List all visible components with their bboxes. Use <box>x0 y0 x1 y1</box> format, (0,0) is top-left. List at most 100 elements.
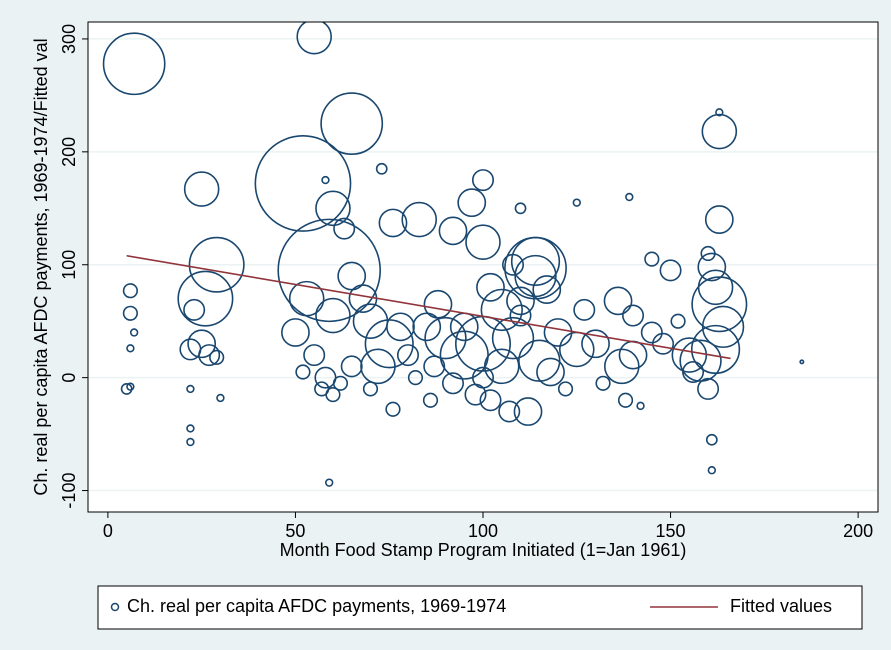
bubble <box>424 316 467 360</box>
bubble <box>572 198 581 207</box>
bubble <box>126 382 135 391</box>
bubble <box>378 208 408 238</box>
marks <box>102 18 805 487</box>
bubble <box>423 355 446 378</box>
bubble <box>321 175 330 185</box>
bubble <box>385 401 401 417</box>
bubble <box>325 478 334 487</box>
bubble <box>352 303 389 339</box>
bubble <box>715 108 724 117</box>
x-axis-title: Month Food Stamp Program Initiated (1=Ja… <box>280 540 687 560</box>
bubble <box>700 245 716 262</box>
bubble <box>396 344 419 367</box>
bubble <box>479 389 502 412</box>
bubble <box>295 364 311 380</box>
bubble <box>682 360 705 383</box>
bubble <box>254 135 352 232</box>
bubble <box>457 188 487 218</box>
bubble <box>701 113 738 150</box>
bubble <box>705 433 718 446</box>
bubble <box>209 349 225 365</box>
bubble <box>498 400 521 423</box>
bubble <box>532 275 562 304</box>
bubble <box>622 304 645 327</box>
bubble <box>509 304 532 327</box>
bubble <box>617 392 634 408</box>
bubble <box>697 252 727 282</box>
bubble <box>670 313 686 329</box>
bubble <box>177 270 234 327</box>
bubble <box>652 332 675 355</box>
bubble <box>491 316 535 360</box>
bubble <box>122 305 138 321</box>
bubble <box>186 437 195 447</box>
bubble <box>407 370 424 386</box>
y-tick-label: 300 <box>59 24 79 54</box>
bubble <box>697 269 734 306</box>
legend <box>97 585 863 630</box>
bubble <box>401 201 438 238</box>
bubble <box>183 171 220 207</box>
bubble <box>518 339 561 382</box>
bubble <box>557 381 574 397</box>
bubble <box>690 324 741 375</box>
plot-area <box>88 22 878 512</box>
bubble <box>581 329 610 359</box>
top-band <box>0 0 891 22</box>
bubble <box>281 318 310 347</box>
bubble <box>704 205 734 234</box>
bubble <box>122 283 138 299</box>
bubble <box>375 162 388 175</box>
bubble <box>186 424 195 433</box>
x-tick-label: 150 <box>656 521 686 541</box>
bubble <box>362 381 379 397</box>
bubble <box>188 236 245 293</box>
legend-label: Fitted values <box>730 596 832 616</box>
axes: -100 0 100 200 300 0 50 100 150 200 <box>59 24 873 541</box>
grid <box>88 38 878 492</box>
bubble <box>506 286 535 316</box>
bubble <box>502 253 525 276</box>
y-tick-label: 0 <box>59 373 79 383</box>
x-tick-label: 200 <box>843 521 873 541</box>
bubble <box>471 169 494 192</box>
bubble <box>441 372 464 395</box>
bubble <box>315 190 351 227</box>
bubble <box>126 344 135 353</box>
bubble <box>691 276 748 333</box>
bubble <box>603 286 633 316</box>
y-tick-label: -100 <box>59 473 79 509</box>
bubble <box>360 348 396 385</box>
bubble <box>120 383 133 395</box>
bubble <box>277 218 382 323</box>
bubble <box>333 217 356 240</box>
bubble <box>471 366 494 389</box>
bubble <box>476 272 505 302</box>
x-tick-label: 0 <box>103 521 113 541</box>
bubble <box>573 298 596 321</box>
bubble <box>510 236 561 286</box>
bubble <box>183 298 206 321</box>
bubble <box>198 344 221 367</box>
bubble <box>659 259 682 282</box>
bubble <box>315 297 351 334</box>
bubble <box>332 375 349 391</box>
y-axis-title: Ch. real per capita AFDC payments, 1969-… <box>31 38 51 495</box>
bubble <box>701 305 745 349</box>
bubble <box>480 288 523 332</box>
bubble <box>603 348 640 385</box>
bubble <box>514 202 527 215</box>
bubble <box>595 375 611 391</box>
bubble <box>422 392 439 408</box>
bubble <box>186 384 195 394</box>
bubble <box>325 386 341 403</box>
bubble <box>129 328 139 337</box>
bubble <box>340 355 363 378</box>
bubble <box>625 192 634 202</box>
x-tick-label: 50 <box>285 521 305 541</box>
bubble <box>636 401 645 411</box>
bubble <box>536 357 565 387</box>
bubble <box>465 224 501 260</box>
bubble <box>799 359 805 365</box>
bubble <box>697 377 720 400</box>
